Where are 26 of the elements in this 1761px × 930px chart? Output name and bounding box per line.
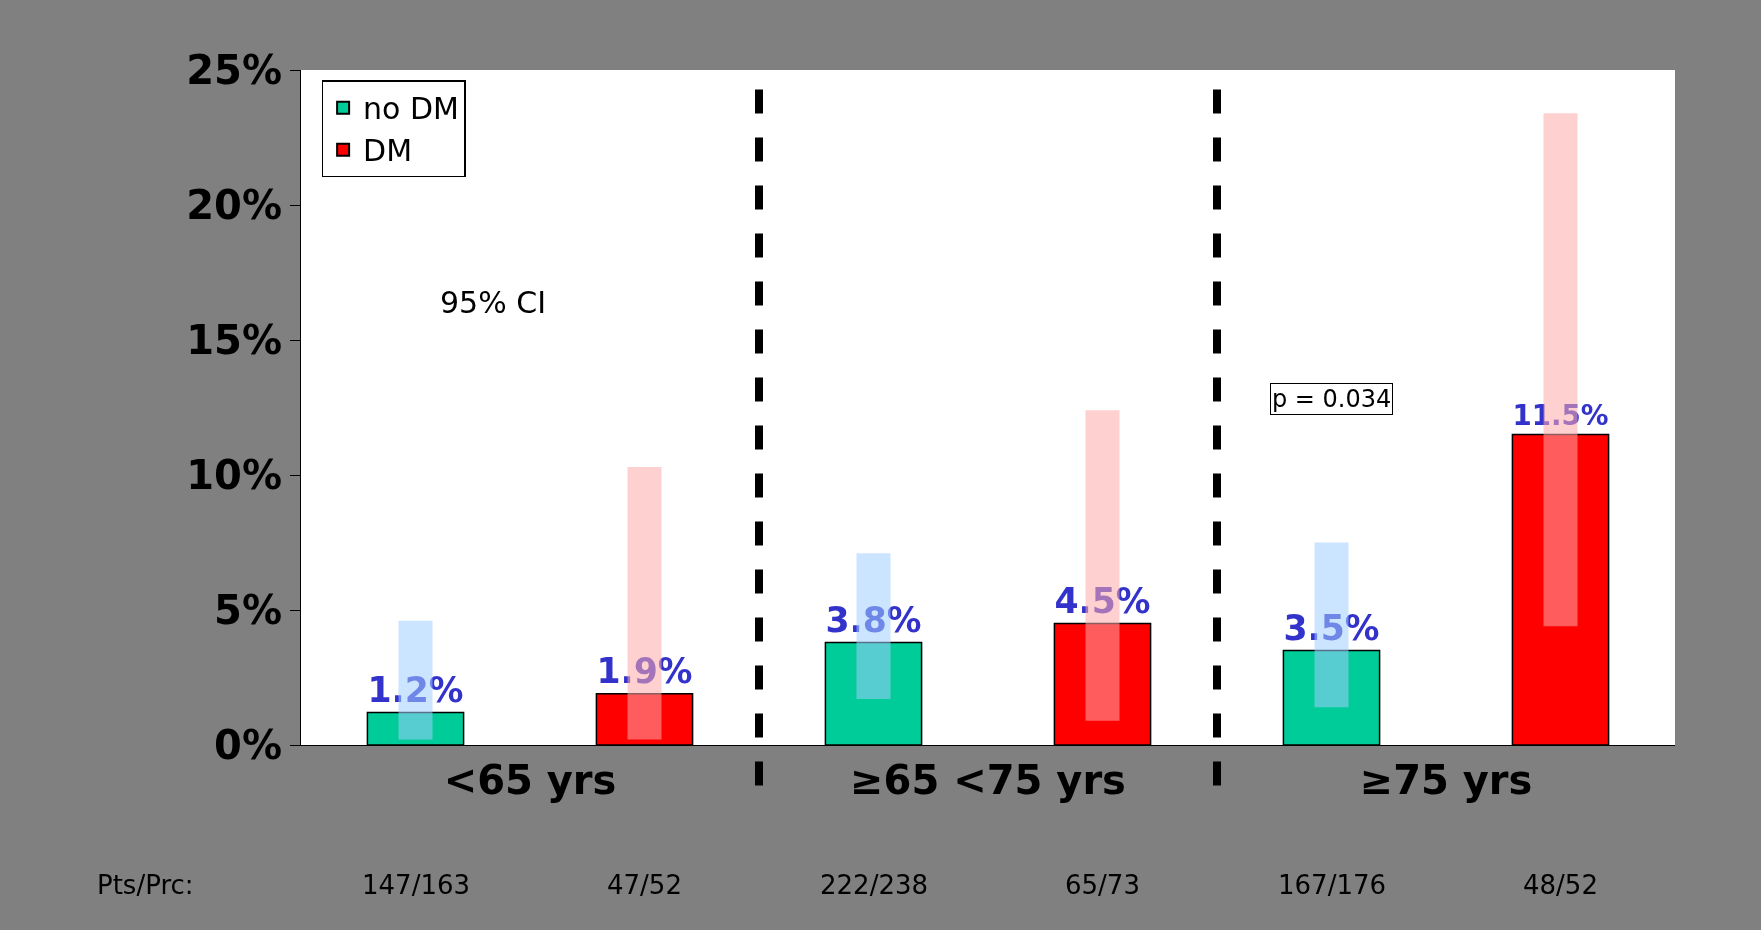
text: 147/163 bbox=[362, 870, 471, 900]
text: Pts/Prc: bbox=[97, 870, 194, 900]
y-tick-label: 0% bbox=[214, 722, 282, 768]
text: 222/238 bbox=[820, 870, 929, 900]
data-label: 3.8% bbox=[825, 599, 922, 640]
y-tick-label: 15% bbox=[186, 317, 282, 363]
annotation: p = 0.034 bbox=[1272, 385, 1392, 413]
data-label: 11.5% bbox=[1512, 399, 1609, 433]
y-tick-label: 20% bbox=[186, 182, 282, 228]
data-label: 1.2% bbox=[367, 669, 464, 710]
data-label: 3.5% bbox=[1283, 607, 1380, 648]
x-tick-label: <65 yrs bbox=[443, 757, 617, 803]
legend-label: no DM bbox=[363, 91, 459, 127]
y-tick-label: 25% bbox=[186, 47, 282, 93]
text: 48/52 bbox=[1523, 870, 1598, 900]
data-label: 1.9% bbox=[596, 650, 693, 691]
text: 47/52 bbox=[607, 870, 682, 900]
x-tick-label: ≥65 <75 yrs bbox=[850, 757, 1126, 803]
y-tick-label: 10% bbox=[186, 452, 282, 498]
y-tick-label: 5% bbox=[214, 587, 282, 633]
annotation: 95% CI bbox=[440, 285, 547, 320]
legend-label: DM bbox=[363, 133, 413, 169]
text: 65/73 bbox=[1065, 870, 1140, 900]
text: 167/176 bbox=[1278, 870, 1387, 900]
data-label: 4.5% bbox=[1054, 580, 1151, 621]
x-tick-label: ≥75 yrs bbox=[1359, 757, 1533, 803]
